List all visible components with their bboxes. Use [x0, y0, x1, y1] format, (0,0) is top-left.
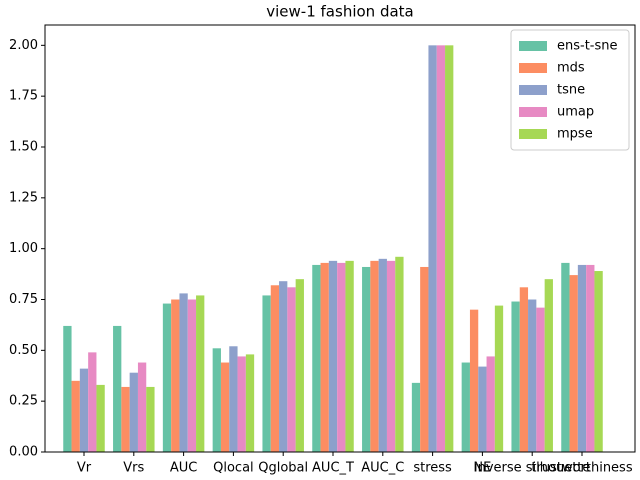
x-tick-label: trustworthiness	[531, 461, 632, 476]
bar	[262, 295, 271, 452]
bar	[328, 260, 338, 452]
bar	[121, 386, 130, 452]
legend-swatch	[519, 85, 547, 95]
legend-swatch	[519, 107, 547, 117]
bar	[478, 366, 487, 452]
bar	[113, 325, 122, 452]
y-tick-label: 0.75	[9, 292, 38, 307]
bar	[345, 260, 354, 452]
bar	[146, 386, 155, 452]
axes-frame	[44, 24, 636, 453]
bar	[212, 348, 221, 452]
bar	[461, 362, 470, 452]
bar	[445, 45, 454, 452]
legend-swatch	[519, 41, 547, 51]
bar	[420, 266, 429, 452]
bar	[494, 305, 504, 452]
bar	[295, 279, 304, 452]
x-tick-label: Qglobal	[258, 461, 308, 476]
bar	[577, 264, 587, 452]
x-tick-label: Vr	[77, 461, 92, 476]
legend-label: tsne	[557, 83, 585, 98]
x-tick-label: inverse silhouette	[474, 461, 590, 476]
bar	[362, 266, 371, 452]
legend-label: ens-t-sne	[557, 39, 618, 54]
bar	[411, 382, 421, 452]
bar	[519, 287, 529, 452]
bar	[187, 299, 197, 452]
y-tick-label: 1.25	[9, 190, 38, 205]
bar	[536, 307, 545, 452]
legend-swatch	[519, 63, 547, 73]
bar	[71, 380, 80, 452]
bar	[561, 262, 570, 452]
x-tick-label: Vrs	[123, 461, 144, 476]
bar	[287, 287, 296, 452]
bar	[79, 368, 89, 452]
bar	[270, 285, 280, 452]
bar	[486, 356, 495, 452]
bar	[220, 362, 230, 452]
bar	[229, 346, 238, 452]
bar	[436, 45, 446, 452]
bar	[370, 260, 379, 452]
legend-swatch	[519, 129, 547, 139]
legend-label: mpse	[557, 127, 593, 142]
bar	[386, 260, 396, 452]
x-tick-label: AUC_C	[361, 461, 404, 476]
bar	[171, 299, 180, 452]
legend	[510, 29, 630, 151]
bar	[337, 262, 346, 452]
bar	[96, 384, 105, 452]
x-tick-label: AUC	[170, 461, 198, 476]
y-tick-label: 0.25	[9, 394, 38, 409]
bar	[179, 293, 188, 452]
bar	[320, 262, 329, 452]
bar	[162, 303, 172, 452]
bar	[237, 356, 246, 452]
x-tick-label: NE	[473, 461, 491, 476]
bar	[544, 279, 553, 452]
legend-label: umap	[557, 105, 594, 120]
bar	[594, 271, 603, 452]
x-tick-label: stress	[413, 461, 452, 476]
bar	[312, 264, 321, 452]
bar	[586, 264, 595, 452]
bar	[569, 275, 578, 452]
bar	[137, 362, 147, 452]
bar	[395, 256, 404, 452]
bar	[279, 281, 288, 452]
bar	[88, 352, 97, 452]
bar	[428, 45, 437, 452]
y-tick-label: 0.00	[9, 445, 38, 460]
y-tick-label: 0.50	[9, 343, 38, 358]
chart-title: view-1 fashion data	[266, 3, 413, 21]
x-tick-label: AUC_T	[312, 461, 354, 476]
bar	[196, 295, 205, 452]
bar	[469, 309, 479, 452]
y-tick-label: 2.00	[9, 38, 38, 53]
x-tick-label: Qlocal	[213, 461, 254, 476]
y-tick-label: 1.50	[9, 140, 38, 155]
bar	[378, 258, 387, 452]
bar	[63, 325, 72, 452]
y-tick-label: 1.75	[9, 89, 38, 104]
bar	[245, 354, 255, 452]
bar	[129, 372, 138, 452]
bar	[528, 299, 537, 452]
bar	[511, 301, 520, 452]
legend-label: mds	[557, 61, 585, 76]
y-tick-label: 1.00	[9, 241, 38, 256]
